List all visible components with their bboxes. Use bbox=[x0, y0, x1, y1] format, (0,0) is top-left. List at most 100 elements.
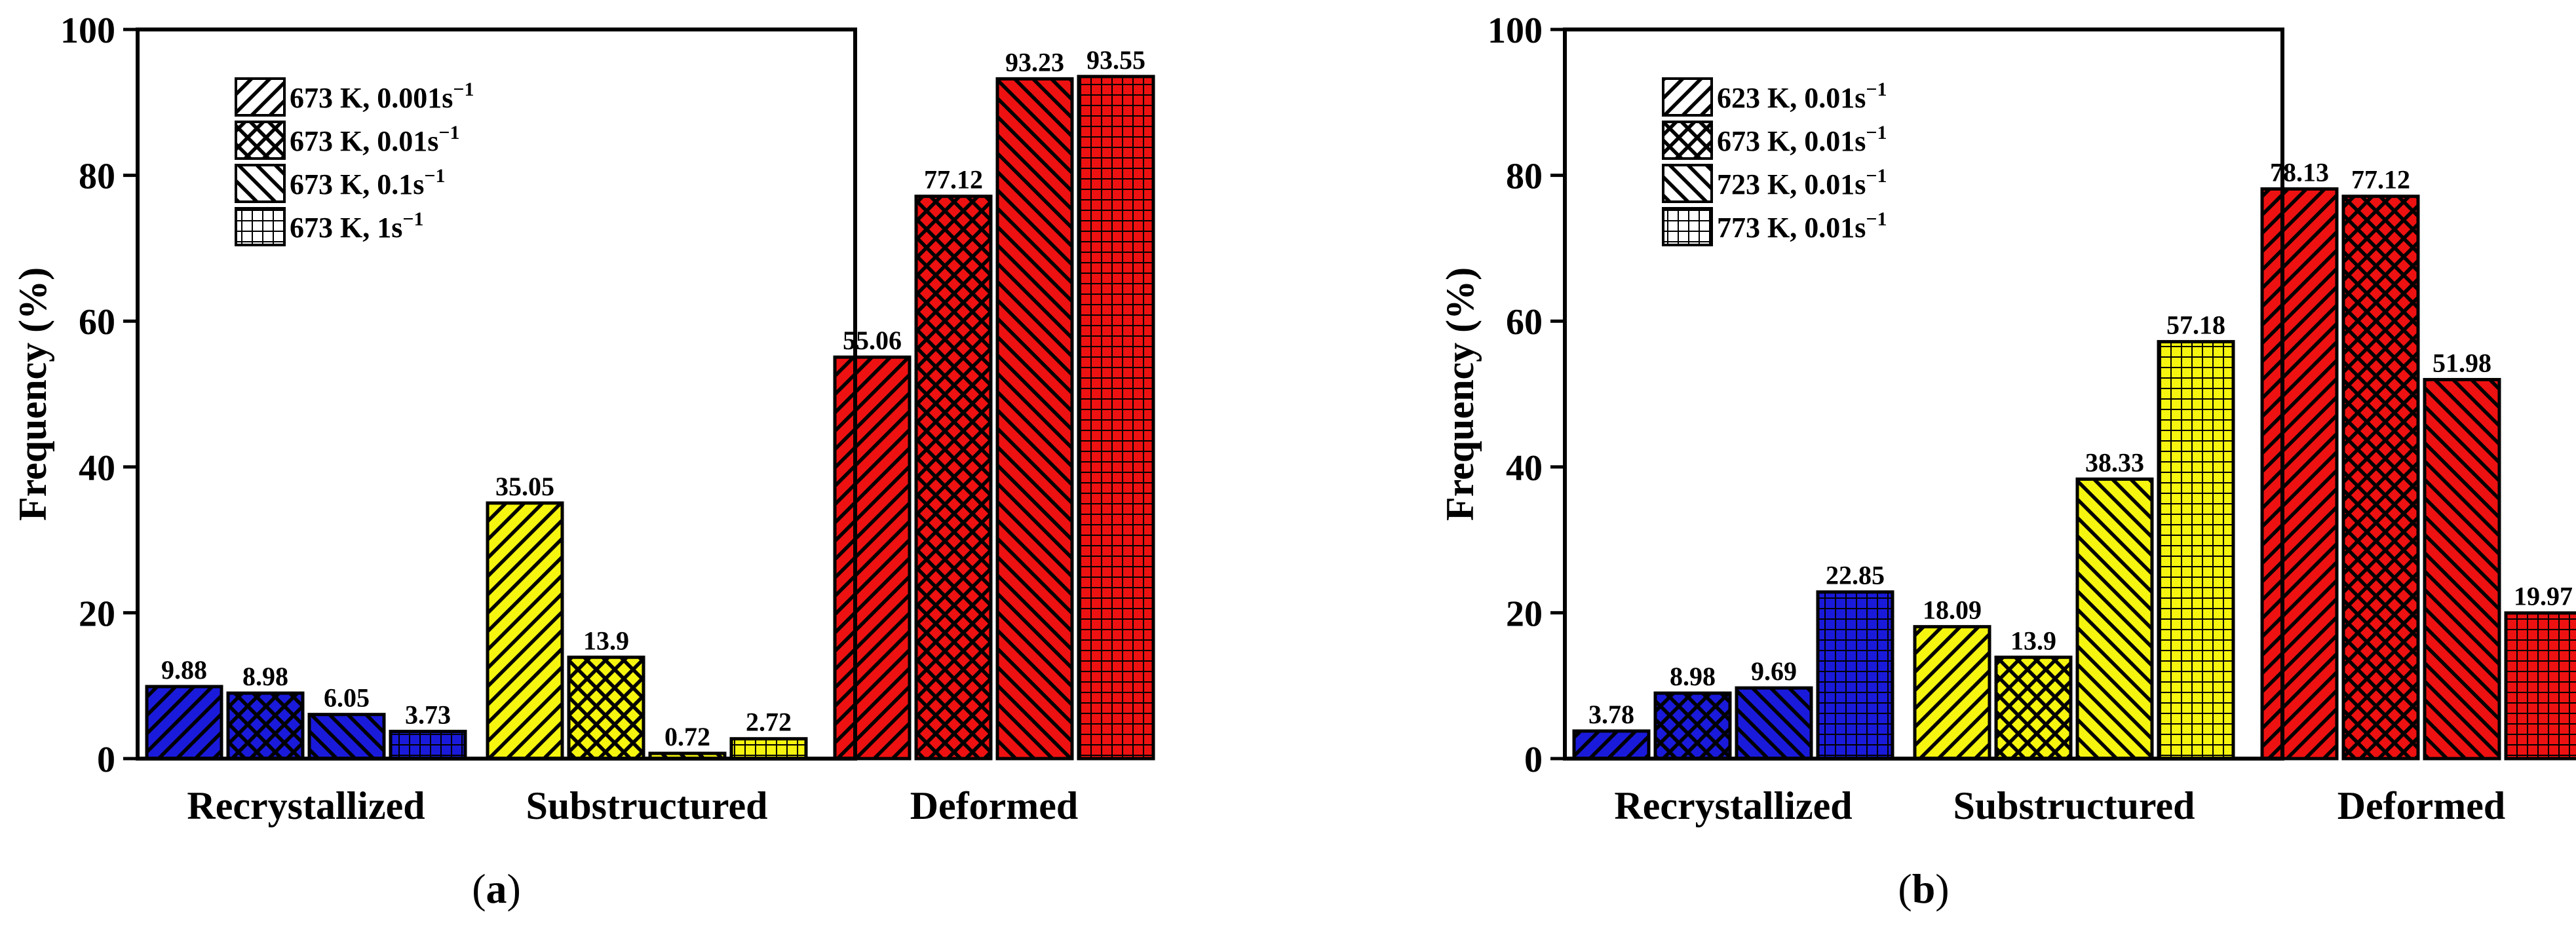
bar-recrystallized-series-2 bbox=[226, 691, 305, 761]
y-tick-label: 100 bbox=[1488, 10, 1543, 51]
plot-frame bbox=[136, 28, 857, 761]
legend-entry: 673 K, 0.1s−1 bbox=[290, 165, 445, 200]
legend-entry: 673 K, 0.001s−1 bbox=[290, 79, 474, 114]
y-tick-label: 100 bbox=[60, 10, 115, 51]
legend-swatch bbox=[235, 77, 286, 117]
legend-text: 773 K, 0.01s bbox=[1717, 212, 1866, 244]
legend-superscript: −1 bbox=[438, 122, 459, 143]
legend-text: 673 K, 0.01s bbox=[290, 125, 438, 157]
legend-superscript: −1 bbox=[1866, 165, 1887, 187]
legend-superscript: −1 bbox=[402, 208, 423, 230]
legend-superscript: −1 bbox=[1866, 79, 1887, 100]
bar-deformed-series-2 bbox=[914, 195, 993, 761]
x-category-label: Deformed bbox=[910, 784, 1079, 827]
legend-swatch bbox=[1662, 121, 1713, 160]
data-label: 22.85 bbox=[1826, 561, 1885, 590]
y-tick-label: 80 bbox=[79, 157, 115, 197]
data-label: 35.05 bbox=[495, 472, 554, 501]
legend-entry: 673 K, 0.01s−1 bbox=[290, 122, 459, 157]
panel-label: (b) bbox=[1898, 865, 1949, 912]
y-tick-label: 60 bbox=[1506, 302, 1543, 343]
data-label: 2.72 bbox=[746, 708, 792, 737]
panel-letter: a bbox=[486, 865, 507, 912]
bar-substructured-series-4 bbox=[2157, 340, 2235, 761]
bar-deformed-series-3 bbox=[2423, 377, 2501, 761]
legend-text: 723 K, 0.01s bbox=[1717, 168, 1866, 200]
y-tick-label: 0 bbox=[97, 740, 115, 780]
x-category-label: Substructured bbox=[1953, 784, 2195, 827]
legend-swatch bbox=[1662, 164, 1713, 203]
legend-entry: 723 K, 0.01s−1 bbox=[1717, 165, 1887, 200]
bar-deformed-series-4 bbox=[1077, 75, 1155, 761]
data-label: 78.13 bbox=[2270, 157, 2329, 187]
y-axis-label: Frequency (%) bbox=[11, 267, 54, 521]
legend-superscript: −1 bbox=[1866, 122, 1887, 143]
data-label: 8.98 bbox=[1670, 662, 1716, 691]
data-label: 9.88 bbox=[161, 655, 207, 685]
data-label: 8.98 bbox=[242, 662, 288, 691]
data-label: 18.09 bbox=[1923, 595, 1982, 625]
y-axis-label: Frequency (%) bbox=[1438, 267, 1482, 521]
legend-superscript: −1 bbox=[424, 165, 445, 187]
legend-text: 623 K, 0.01s bbox=[1717, 82, 1866, 114]
bar-deformed-series-4 bbox=[2504, 611, 2576, 761]
data-label: 77.12 bbox=[924, 165, 983, 195]
data-label: 9.69 bbox=[1751, 656, 1797, 686]
legend-swatch bbox=[1662, 77, 1713, 117]
panel-letter: b bbox=[1912, 865, 1936, 912]
bar-deformed-series-2 bbox=[2341, 195, 2420, 761]
data-label: 93.23 bbox=[1005, 47, 1064, 77]
legend-text: 673 K, 0.1s bbox=[290, 168, 424, 200]
x-category-label: Recrystallized bbox=[187, 784, 425, 827]
y-tick-label: 20 bbox=[1506, 594, 1543, 634]
data-label: 55.06 bbox=[843, 326, 902, 355]
bar-substructured-series-1 bbox=[1913, 625, 1991, 761]
bar-substructured-series-2 bbox=[1994, 655, 2073, 761]
legend-swatch bbox=[235, 121, 286, 160]
x-category-label: Substructured bbox=[526, 784, 768, 827]
legend-swatch bbox=[235, 207, 286, 246]
panel-a: 0 20 40 60 80 100 Frequency (%) 9.88 8.98 6.05 3.7… bbox=[11, 10, 1155, 912]
data-label: 13.9 bbox=[583, 626, 629, 655]
bar-recrystallized-series-4 bbox=[1816, 590, 1894, 761]
bar-deformed-series-1 bbox=[833, 355, 912, 761]
x-category-label: Deformed bbox=[2337, 784, 2506, 827]
bar-recrystallized-series-4 bbox=[389, 729, 467, 761]
panel-label: (a) bbox=[472, 865, 521, 912]
y-tick-label: 80 bbox=[1506, 157, 1543, 197]
bar-substructured-series-2 bbox=[567, 655, 645, 761]
legend-text: 673 K, 1s bbox=[290, 212, 402, 244]
bar-recrystallized-series-2 bbox=[1653, 691, 1732, 761]
plot-frame bbox=[1563, 28, 2284, 761]
data-label: 77.12 bbox=[2351, 165, 2410, 195]
bar-substructured-series-1 bbox=[486, 501, 564, 761]
legend-text: 673 K, 0.01s bbox=[1717, 125, 1866, 157]
y-tick-label: 0 bbox=[1524, 740, 1543, 780]
bar-substructured-series-3 bbox=[2075, 477, 2154, 761]
legend-swatch bbox=[235, 164, 286, 203]
bar-substructured-series-4 bbox=[729, 737, 808, 761]
data-label: 57.18 bbox=[2166, 311, 2225, 340]
legend-entry: 773 K, 0.01s−1 bbox=[1717, 208, 1887, 244]
legend-text: 673 K, 0.001s bbox=[290, 82, 453, 114]
data-label: 13.9 bbox=[2010, 626, 2056, 655]
data-label: 51.98 bbox=[2432, 348, 2491, 377]
legend-entry: 623 K, 0.01s−1 bbox=[1717, 79, 1887, 114]
legend-superscript: −1 bbox=[453, 79, 474, 100]
y-tick-label: 20 bbox=[79, 594, 115, 634]
data-label: 3.78 bbox=[1588, 700, 1634, 729]
data-label: 3.73 bbox=[405, 700, 451, 729]
legend-swatch bbox=[1662, 207, 1713, 246]
panel-b: 0 20 40 60 80 100 Frequency (%) 3.78 8.98 9.69 22.… bbox=[1438, 10, 2576, 912]
data-label: 0.72 bbox=[664, 722, 710, 751]
x-category-label: Recrystallized bbox=[1614, 784, 1852, 827]
bar-deformed-series-1 bbox=[2260, 187, 2339, 761]
y-tick-label: 40 bbox=[79, 448, 115, 489]
y-tick-label: 60 bbox=[79, 302, 115, 343]
bar-deformed-series-3 bbox=[995, 77, 1074, 761]
bar-recrystallized-series-3 bbox=[1735, 686, 1813, 761]
data-label: 19.97 bbox=[2514, 582, 2573, 611]
data-label: 38.33 bbox=[2085, 447, 2144, 477]
bar-recrystallized-series-1 bbox=[1572, 729, 1651, 761]
